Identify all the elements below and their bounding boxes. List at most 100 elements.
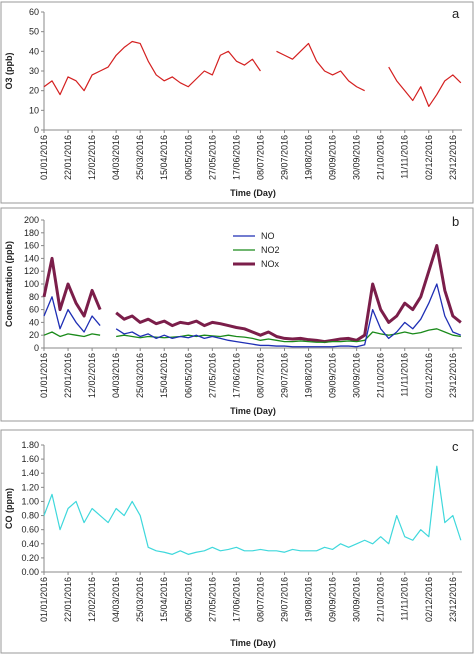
x-tick-label: 19/08/2016	[304, 353, 314, 398]
x-tick-label: 08/07/2016	[255, 353, 265, 398]
x-tick-label: 30/09/2016	[352, 577, 362, 622]
series-line	[43, 283, 462, 348]
x-tick-label: 25/03/2016	[135, 135, 145, 180]
series-line	[43, 465, 462, 555]
y-tick-label: 30	[29, 66, 39, 76]
x-tick-label: 11/11/2016	[400, 135, 410, 179]
x-tick-label: 09/09/2016	[328, 353, 338, 398]
x-tick-label: 17/06/2016	[231, 577, 241, 622]
x-tick-label: 15/04/2016	[159, 135, 169, 180]
y-tick-label: 180	[24, 228, 39, 238]
y-tick-label: 40	[29, 46, 39, 56]
y-tick-label: 1.80	[21, 440, 39, 450]
y-tick-label: 0.00	[21, 567, 39, 577]
x-tick-label: 19/08/2016	[304, 135, 314, 180]
x-tick-label: 22/01/2016	[63, 577, 73, 622]
y-axis-title: Concentration (ppb)	[4, 241, 14, 327]
y-tick-label: 160	[24, 241, 39, 251]
y-tick-label: 1.40	[21, 468, 39, 478]
x-tick-label: 23/12/2016	[448, 353, 458, 398]
x-tick-label: 09/09/2016	[328, 577, 338, 622]
x-axis-title: Time (Day)	[230, 188, 276, 198]
x-tick-label: 06/05/2016	[183, 577, 193, 622]
y-tick-label: 20	[29, 86, 39, 96]
x-tick-label: 21/10/2016	[376, 353, 386, 398]
series-line	[43, 328, 461, 343]
y-tick-label: 50	[29, 27, 39, 37]
x-axis-title: Time (Day)	[230, 638, 276, 648]
x-tick-label: 17/06/2016	[231, 353, 241, 398]
x-tick-label: 12/02/2016	[87, 135, 97, 180]
x-tick-label: 17/06/2016	[231, 135, 241, 180]
y-axis-title: CO (ppm)	[4, 488, 14, 529]
x-tick-label: 02/12/2016	[424, 135, 434, 180]
y-tick-label: 200	[24, 215, 39, 225]
x-tick-label: 29/07/2016	[279, 353, 289, 398]
panel-frame	[0, 1, 474, 204]
y-tick-label: 60	[29, 305, 39, 315]
x-tick-label: 25/03/2016	[135, 577, 145, 622]
y-tick-label: 1.60	[21, 454, 39, 464]
x-tick-label: 29/07/2016	[279, 135, 289, 180]
panel-label: c	[452, 439, 459, 454]
x-tick-label: 15/04/2016	[159, 353, 169, 398]
x-tick-label: 11/11/2016	[400, 353, 410, 397]
x-tick-label: 01/01/2016	[39, 135, 49, 180]
x-tick-label: 12/02/2016	[87, 353, 97, 398]
x-tick-label: 27/05/2016	[207, 135, 217, 180]
x-tick-label: 19/08/2016	[304, 577, 314, 622]
y-tick-label: 0	[34, 125, 39, 135]
y-tick-label: 40	[29, 317, 39, 327]
y-tick-label: 0	[34, 343, 39, 353]
y-tick-label: 80	[29, 292, 39, 302]
legend-label: NO2	[261, 245, 280, 255]
y-tick-label: 1.20	[21, 482, 39, 492]
x-tick-label: 30/09/2016	[352, 135, 362, 180]
y-tick-label: 1.00	[21, 496, 39, 506]
series-line	[43, 40, 462, 107]
x-tick-label: 02/12/2016	[424, 353, 434, 398]
x-tick-label: 01/01/2016	[39, 577, 49, 622]
x-tick-label: 04/03/2016	[111, 135, 121, 180]
x-tick-label: 06/05/2016	[183, 353, 193, 398]
x-tick-label: 01/01/2016	[39, 353, 49, 398]
x-tick-label: 22/01/2016	[63, 353, 73, 398]
x-tick-label: 23/12/2016	[448, 577, 458, 622]
x-tick-label: 08/07/2016	[255, 135, 265, 180]
y-tick-label: 60	[29, 7, 39, 17]
y-tick-label: 20	[29, 330, 39, 340]
y-axis-title: O3 (ppb)	[4, 53, 14, 90]
y-tick-label: 0.80	[21, 511, 39, 521]
x-tick-label: 09/09/2016	[328, 135, 338, 180]
x-tick-label: 22/01/2016	[63, 135, 73, 180]
y-tick-label: 120	[24, 266, 39, 276]
panel-frame	[0, 207, 474, 422]
x-tick-label: 08/07/2016	[255, 577, 265, 622]
x-tick-label: 04/03/2016	[111, 353, 121, 398]
x-tick-label: 06/05/2016	[183, 135, 193, 180]
y-tick-label: 10	[29, 105, 39, 115]
x-tick-label: 21/10/2016	[376, 577, 386, 622]
x-tick-label: 30/09/2016	[352, 353, 362, 398]
x-tick-label: 25/03/2016	[135, 353, 145, 398]
x-tick-label: 23/12/2016	[448, 135, 458, 180]
x-tick-label: 29/07/2016	[279, 577, 289, 622]
y-tick-label: 0.60	[21, 525, 39, 535]
x-tick-label: 15/04/2016	[159, 577, 169, 622]
x-tick-label: 11/11/2016	[400, 577, 410, 621]
y-tick-label: 100	[24, 279, 39, 289]
x-tick-label: 21/10/2016	[376, 135, 386, 180]
panel-frame	[0, 429, 474, 654]
legend-label: NO	[261, 231, 275, 241]
x-tick-label: 02/12/2016	[424, 577, 434, 622]
series-line	[42, 244, 462, 344]
y-tick-label: 0.20	[21, 553, 39, 563]
legend-label: NOx	[261, 259, 280, 269]
x-tick-label: 27/05/2016	[207, 353, 217, 398]
panel-label: a	[452, 6, 460, 21]
x-axis-title: Time (Day)	[230, 406, 276, 416]
y-tick-label: 0.40	[21, 539, 39, 549]
x-tick-label: 04/03/2016	[111, 577, 121, 622]
panel-label: b	[452, 214, 459, 229]
